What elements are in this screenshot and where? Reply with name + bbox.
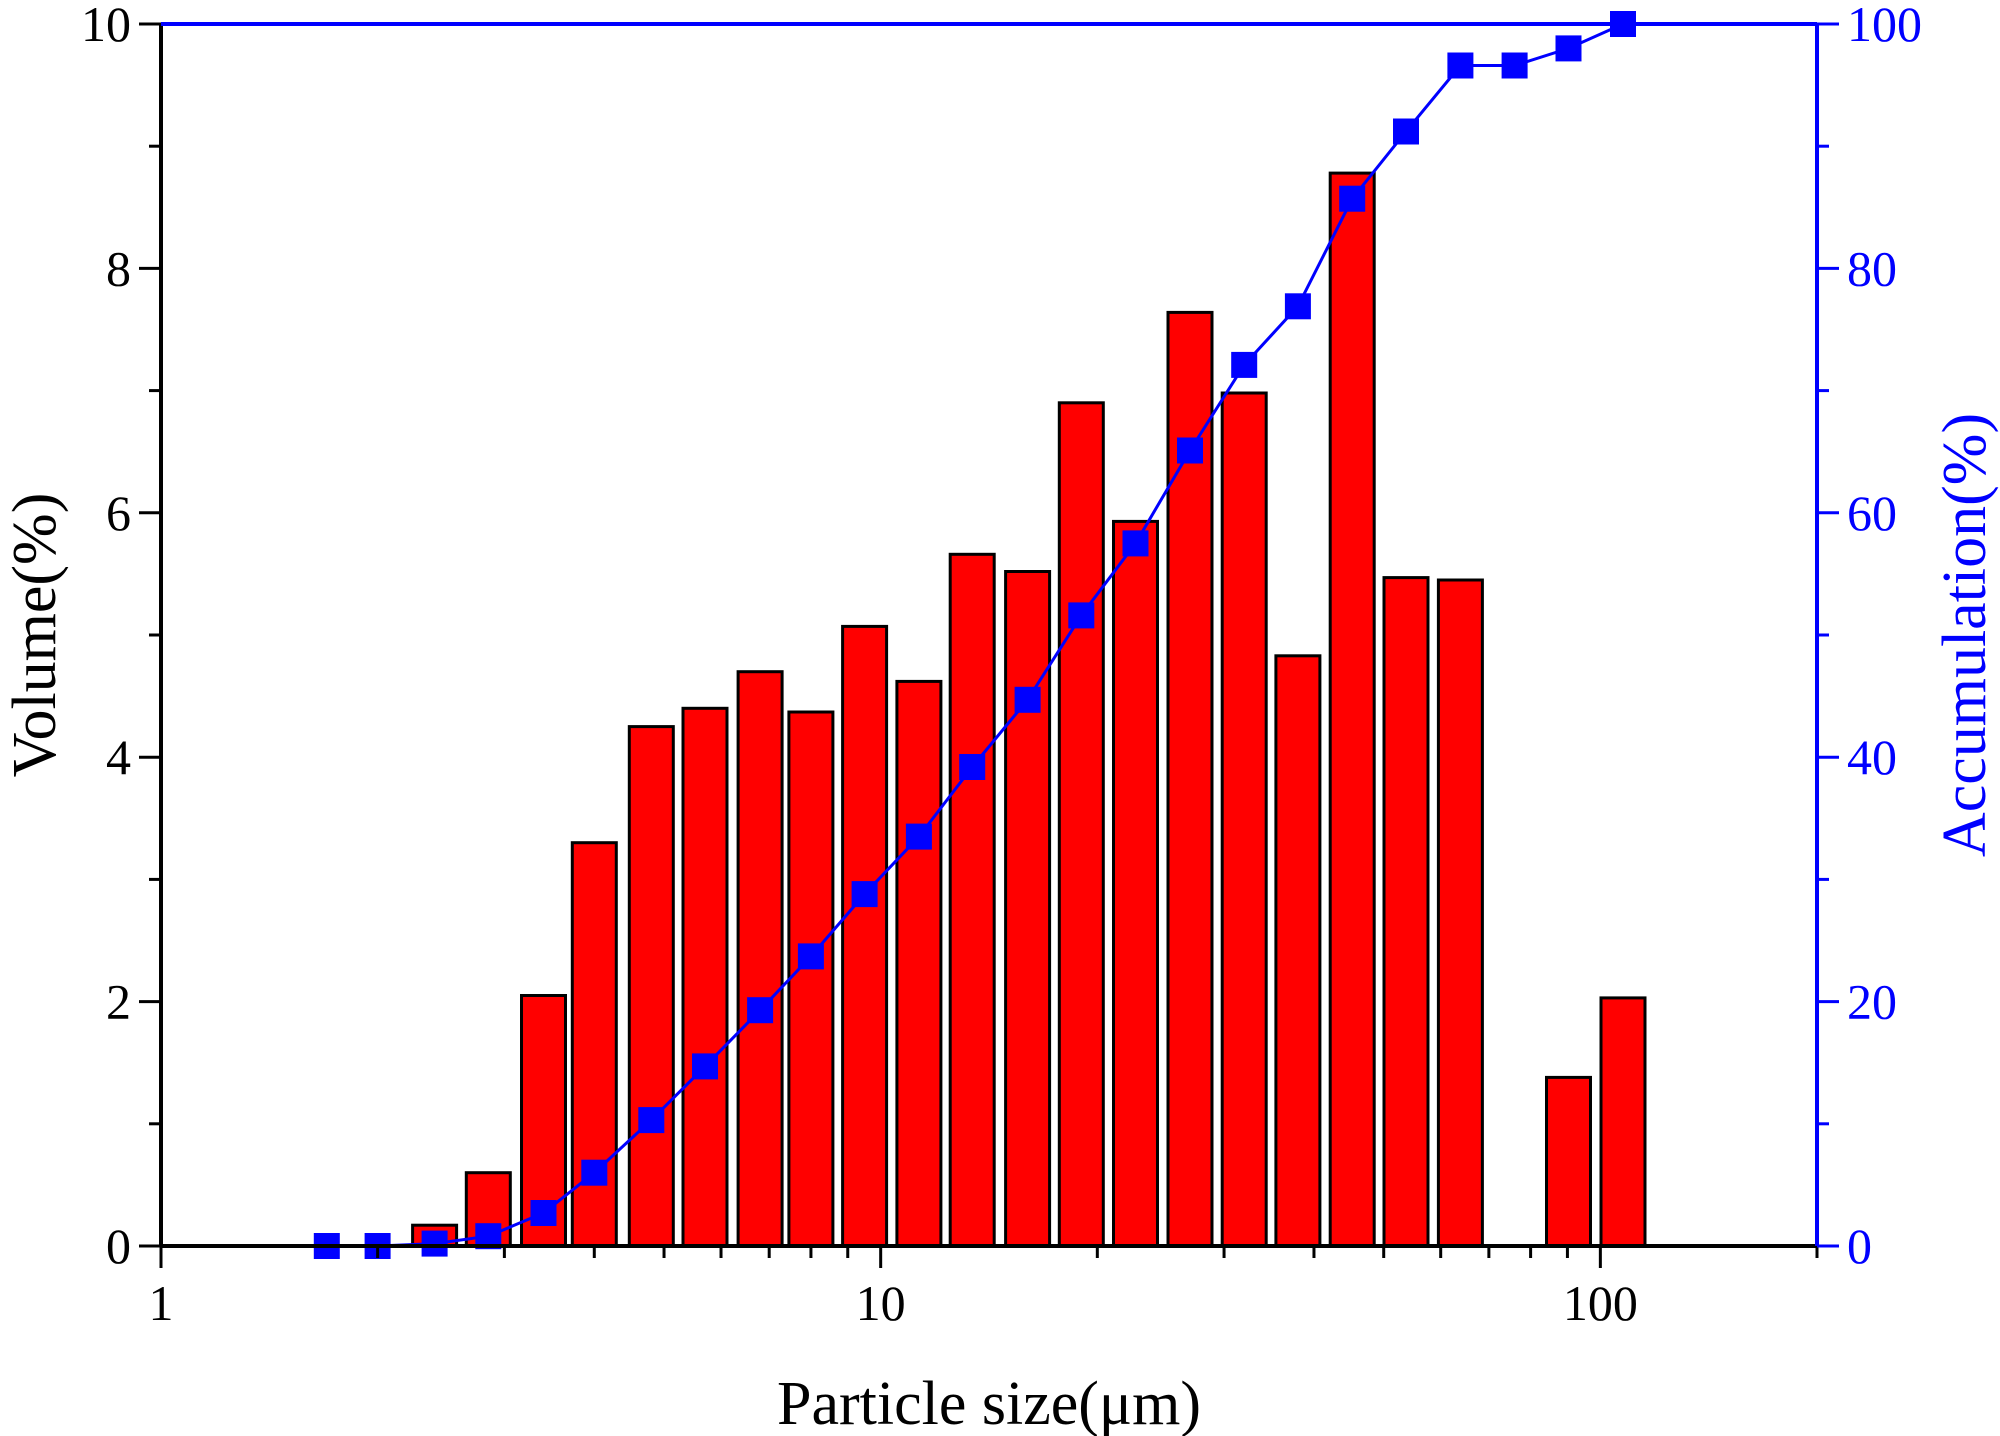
volume-bar bbox=[843, 626, 887, 1246]
accumulation-point bbox=[798, 943, 824, 969]
accumulation-point bbox=[906, 824, 932, 850]
y-tick-label: 0 bbox=[106, 1218, 131, 1274]
y-axis-title: Volume(%) bbox=[1, 493, 69, 778]
volume-bar bbox=[1438, 580, 1482, 1246]
y2-tick-label: 80 bbox=[1847, 240, 1897, 296]
y2-tick-label: 100 bbox=[1847, 0, 1922, 52]
accumulation-point bbox=[1285, 293, 1311, 319]
volume-bar bbox=[1547, 1077, 1591, 1246]
accumulation-point bbox=[1068, 602, 1094, 628]
accumulation-point bbox=[959, 754, 985, 780]
x-tick-label: 100 bbox=[1563, 1275, 1638, 1331]
x-tick-label: 10 bbox=[856, 1275, 906, 1331]
accumulation-point bbox=[1393, 119, 1419, 145]
y-tick-label: 6 bbox=[106, 485, 131, 541]
volume-bar bbox=[1059, 403, 1103, 1246]
volume-bar bbox=[789, 712, 833, 1246]
accumulation-point bbox=[581, 1160, 607, 1186]
volume-bar bbox=[1384, 578, 1428, 1246]
accumulation-point bbox=[692, 1053, 718, 1079]
y-tick-label: 2 bbox=[106, 974, 131, 1030]
volume-bar bbox=[897, 681, 941, 1246]
accumulation-point bbox=[531, 1200, 557, 1226]
accumulation-point bbox=[1556, 35, 1582, 61]
volume-bar bbox=[683, 708, 727, 1246]
volume-bar bbox=[1601, 998, 1645, 1246]
y2-tick-label: 0 bbox=[1847, 1218, 1872, 1274]
accumulation-point bbox=[1447, 53, 1473, 79]
y2-tick-label: 60 bbox=[1847, 485, 1897, 541]
accumulation-point bbox=[422, 1231, 448, 1257]
accumulation-point bbox=[747, 997, 773, 1023]
y-tick-label: 4 bbox=[106, 729, 131, 785]
accumulation-point bbox=[1502, 53, 1528, 79]
volume-bar bbox=[1222, 393, 1266, 1246]
accumulation-point bbox=[1231, 352, 1257, 378]
accumulation-point bbox=[1015, 687, 1041, 713]
accumulation-point bbox=[852, 881, 878, 907]
y-tick-label: 8 bbox=[106, 240, 131, 296]
x-axis-title: Particle size(μm) bbox=[777, 1370, 1201, 1436]
volume-bar bbox=[1006, 572, 1050, 1247]
volume-bar bbox=[738, 672, 782, 1246]
x-tick-label: 1 bbox=[149, 1275, 174, 1331]
volume-bar bbox=[1276, 656, 1320, 1246]
y2-tick-label: 20 bbox=[1847, 974, 1897, 1030]
y-tick-label: 10 bbox=[81, 0, 131, 52]
y2-tick-label: 40 bbox=[1847, 729, 1897, 785]
accumulation-point bbox=[1339, 186, 1365, 212]
chart: 1 10 1000246810020406080100 Particle size(… bbox=[0, 0, 2000, 1436]
volume-bar bbox=[629, 727, 673, 1246]
accumulation-point bbox=[1177, 438, 1203, 464]
volume-bar bbox=[1330, 173, 1374, 1246]
y2-axis-title: Accumulation(%) bbox=[1931, 413, 1999, 857]
volume-bar bbox=[1114, 521, 1158, 1246]
accumulation-point bbox=[1123, 530, 1149, 556]
volume-bar bbox=[950, 554, 994, 1246]
accumulation-point bbox=[638, 1107, 664, 1133]
